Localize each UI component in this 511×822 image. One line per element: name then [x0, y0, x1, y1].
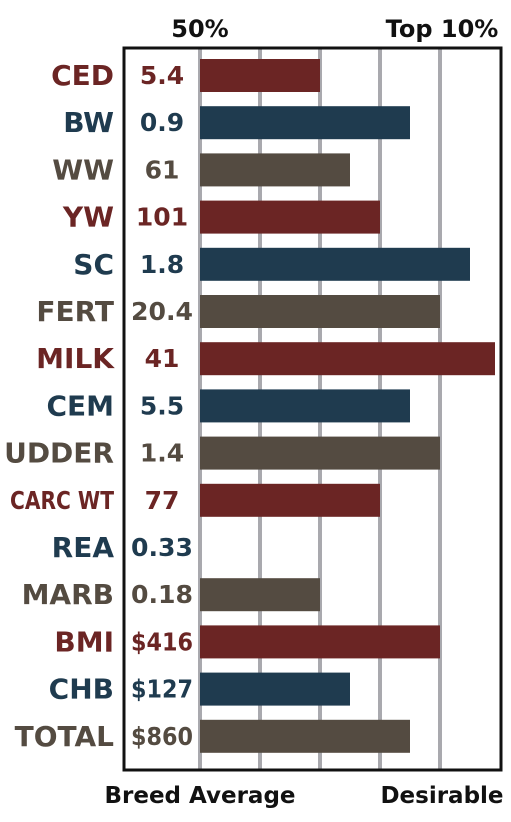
- category-labels: CED BW WW YW SC FERT MILK CEM UDDER CARC WT REA MAR…: [4, 59, 115, 753]
- bar-cem: [200, 389, 410, 423]
- value-label-bmi: $416: [131, 627, 193, 656]
- bottom-label-desirable: Desirable: [380, 783, 503, 809]
- value-label-rea: 0.33: [131, 533, 193, 562]
- bottom-label-breed-average: Breed Average: [104, 783, 295, 809]
- bar-udder: [200, 436, 440, 470]
- bars: [200, 59, 495, 753]
- bar-marb: [200, 578, 320, 612]
- value-label-carc-wt: 77: [145, 486, 180, 515]
- category-label-carc-wt: CARC WT: [10, 486, 114, 515]
- plot-frame: [122, 46, 503, 772]
- category-label-marb: MARB: [22, 578, 114, 611]
- bar-bw: [200, 106, 410, 140]
- category-label-milk: MILK: [36, 342, 115, 375]
- value-label-cem: 5.5: [140, 391, 184, 420]
- category-label-chb: CHB: [49, 673, 114, 706]
- category-label-cem: CEM: [46, 389, 114, 422]
- value-label-ced: 5.4: [140, 61, 184, 90]
- bar-carc-wt: [200, 483, 380, 517]
- bar-ced: [200, 59, 320, 92]
- value-label-milk: 41: [145, 344, 180, 373]
- category-label-sc: SC: [73, 248, 114, 281]
- bar-ww: [200, 153, 350, 187]
- bar-sc: [200, 247, 470, 281]
- value-label-udder: 1.4: [140, 439, 184, 468]
- category-label-bw: BW: [63, 106, 114, 139]
- value-label-marb: 0.18: [131, 580, 193, 609]
- value-label-yw: 101: [136, 203, 188, 232]
- category-label-fert: FERT: [36, 295, 114, 328]
- bar-total: [200, 719, 410, 753]
- category-label-ced: CED: [51, 59, 114, 92]
- value-label-bw: 0.9: [140, 108, 184, 137]
- bar-yw: [200, 200, 380, 234]
- category-label-ww: WW: [52, 153, 114, 186]
- top-label-top-10-percent: Top 10%: [386, 15, 499, 43]
- value-label-total: $860: [131, 722, 193, 751]
- top-label-50-percent: 50%: [171, 15, 228, 43]
- category-label-yw: YW: [62, 201, 114, 234]
- value-label-sc: 1.8: [140, 250, 184, 279]
- value-label-ww: 61: [145, 155, 180, 184]
- bar-chb: [200, 672, 350, 706]
- category-label-total: TOTAL: [15, 720, 114, 753]
- value-label-fert: 20.4: [131, 297, 193, 326]
- category-label-udder: UDDER: [4, 437, 114, 470]
- bar-fert: [200, 295, 440, 328]
- category-label-rea: REA: [52, 531, 115, 564]
- value-label-chb: $127: [131, 675, 193, 704]
- bar-milk: [200, 342, 495, 376]
- bar-bmi: [200, 625, 440, 659]
- category-label-bmi: BMI: [54, 625, 114, 658]
- value-labels: 5.4 0.9 61 101 1.8 20.4 41 5.5 1.4 77 0.33 0.18 $416…: [131, 61, 193, 751]
